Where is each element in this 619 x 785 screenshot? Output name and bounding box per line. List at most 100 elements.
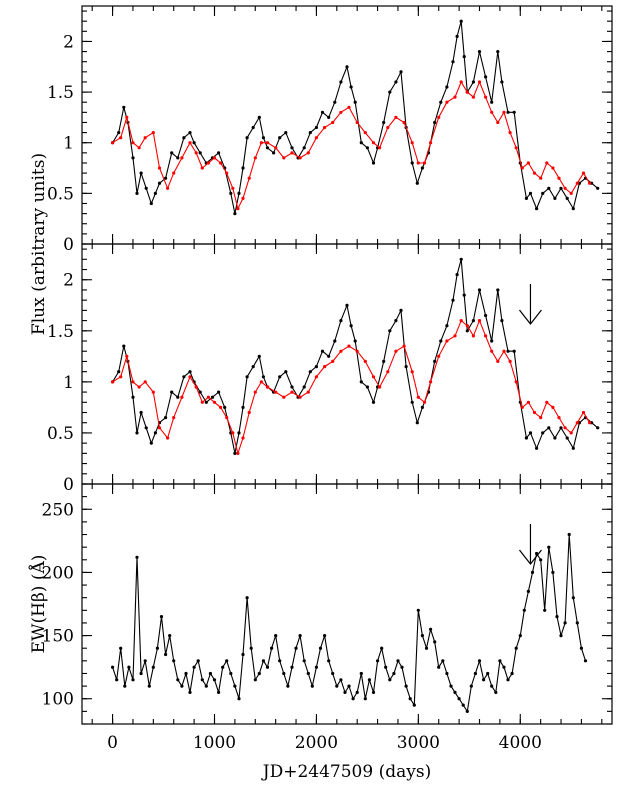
middle-data-point <box>143 380 147 384</box>
bottom-data-point <box>502 665 506 669</box>
top-data-point <box>526 161 531 165</box>
top-data-point <box>490 100 494 104</box>
top-data-point <box>180 156 184 160</box>
top-data-point <box>462 55 466 59</box>
top-data-point <box>151 131 155 135</box>
top-data-point <box>378 146 382 150</box>
middle-data-point <box>484 334 488 338</box>
y-axis-label-flux: Flux (arbitrary units) <box>29 153 49 335</box>
middle-data-point <box>422 400 427 404</box>
top-data-point <box>394 80 398 84</box>
middle-data-point <box>188 375 192 379</box>
xtick-label: 2000 <box>295 733 338 753</box>
bottom-data-point <box>539 558 543 562</box>
middle-data-point <box>117 370 121 374</box>
bottom-data-point <box>388 678 392 682</box>
top-data-point <box>153 191 157 195</box>
bottom-ytick-label: 150 <box>42 627 74 647</box>
middle-ytick-label: 0.5 <box>47 424 74 444</box>
bottom-data-point <box>380 646 384 650</box>
top-data-point <box>137 146 141 150</box>
bottom-data-point <box>575 621 579 625</box>
middle-data-point <box>231 431 235 435</box>
top-data-point <box>437 115 441 119</box>
bottom-data-point <box>176 678 180 682</box>
middle-ytick-label: 1 <box>63 373 74 393</box>
middle-data-point <box>339 349 343 353</box>
middle-data-point <box>306 390 310 394</box>
top-data-point <box>535 207 539 211</box>
bottom-data-point <box>571 596 575 600</box>
bottom-data-point <box>583 659 588 663</box>
top-data-point <box>117 131 121 135</box>
bottom-data-point <box>318 646 323 650</box>
middle-data-point <box>180 395 184 399</box>
top-data-point <box>314 125 318 130</box>
bottom-data-point <box>359 671 363 676</box>
middle-data-point <box>182 375 186 379</box>
top-data-point <box>298 156 302 160</box>
bottom-data-point <box>306 671 310 676</box>
middle-data-point <box>371 400 376 404</box>
middle-data-point <box>353 339 357 343</box>
top-data-point <box>170 151 174 155</box>
middle-data-point <box>465 324 469 328</box>
top-data-point <box>355 120 359 125</box>
bottom-data-point <box>494 690 498 695</box>
middle-data-point <box>210 395 215 399</box>
top-data-point <box>569 191 573 195</box>
middle-data-point <box>551 405 555 409</box>
middle-data-point <box>282 395 286 399</box>
top-data-point <box>477 80 482 84</box>
top-data-point <box>524 196 529 200</box>
middle-data-point <box>164 416 168 420</box>
bottom-data-point <box>294 646 298 650</box>
middle-data-point <box>588 421 592 425</box>
top-data-point <box>237 191 241 195</box>
bottom-data-point <box>559 634 563 638</box>
top-data-point <box>131 141 135 145</box>
top-data-point <box>135 191 139 195</box>
middle-data-point <box>547 426 551 430</box>
middle-data-point <box>261 375 265 379</box>
top-data-point <box>265 141 270 145</box>
bottom-data-point <box>237 697 241 701</box>
top-data-point <box>484 95 488 99</box>
middle-data-point <box>359 380 363 384</box>
bottom-data-point <box>298 634 302 638</box>
middle-data-point <box>462 293 466 297</box>
middle-data-point <box>236 451 240 455</box>
middle-data-point <box>176 395 180 399</box>
top-data-point <box>559 186 563 190</box>
middle-data-point <box>144 426 148 430</box>
middle-data-point <box>122 344 126 348</box>
middle-data-point <box>455 273 459 277</box>
bottom-data-point <box>127 665 131 669</box>
top-data-point <box>353 100 357 104</box>
bottom-data-point <box>257 671 261 676</box>
top-data-point <box>347 105 351 109</box>
bottom-data-point <box>526 589 531 594</box>
middle-data-point <box>539 416 543 420</box>
bottom-data-point <box>249 646 253 650</box>
top-data-point <box>508 131 512 135</box>
bottom-data-point <box>371 690 376 695</box>
bottom-data-point <box>363 697 367 701</box>
bottom-data-point <box>270 646 274 650</box>
bottom-data-point <box>151 665 155 669</box>
middle-data-point <box>553 436 557 440</box>
top-data-point <box>445 85 449 89</box>
middle-data-point <box>402 344 406 348</box>
middle-data-point <box>241 405 245 409</box>
middle-data-point <box>131 380 135 384</box>
top-data-point <box>339 110 343 114</box>
bottom-data-point <box>172 659 176 663</box>
top-data-point <box>471 80 475 84</box>
top-data-point <box>176 156 180 160</box>
bottom-data-point <box>441 659 445 663</box>
middle-data-point <box>314 375 318 379</box>
middle-data-point <box>259 380 263 384</box>
top-data-point <box>371 161 376 165</box>
middle-data-point <box>465 329 469 333</box>
top-data-point <box>528 191 533 195</box>
